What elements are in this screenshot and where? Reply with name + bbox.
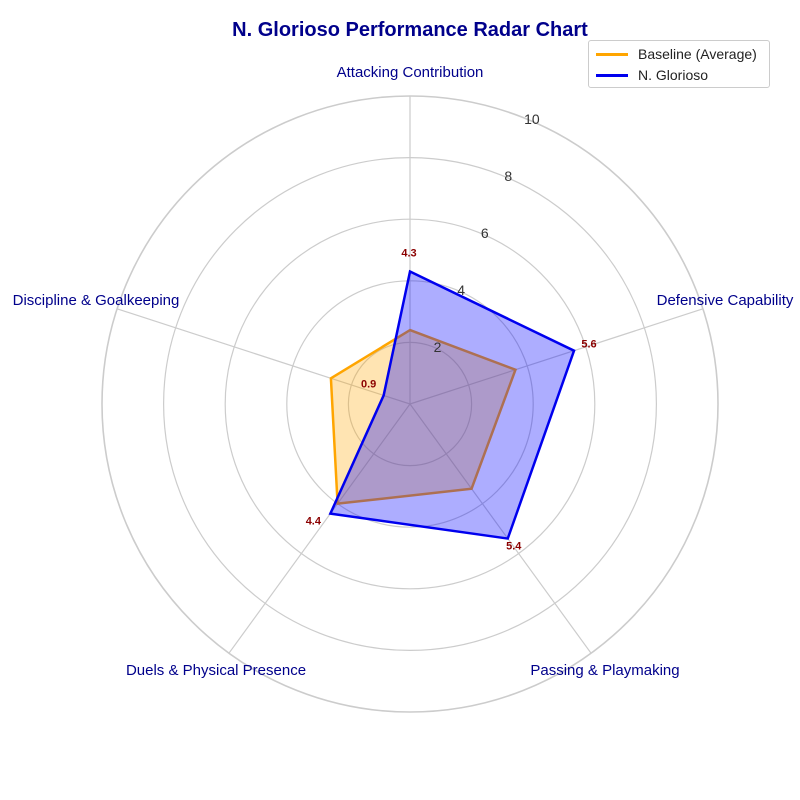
category-label-2: Passing & Playmaking [530, 662, 679, 679]
legend-swatch-baseline [596, 52, 628, 56]
category-label-4: Discipline & Goalkeeping [13, 292, 180, 309]
grid-spoke-1 [409, 308, 704, 405]
series-layer [328, 269, 576, 540]
series-area-1 [330, 271, 575, 539]
radial-tick-label-0: 2 [434, 339, 442, 355]
chart-title: N. Glorioso Performance Radar Chart [232, 19, 588, 41]
grid-spoke-3 [228, 403, 411, 654]
data-label-4: 0.9 [361, 378, 376, 390]
data-label-2: 5.4 [506, 540, 522, 552]
grid-spoke-2 [409, 403, 592, 654]
legend-label-baseline: Baseline (Average) [638, 46, 757, 62]
legend-item-baseline: Baseline (Average) [596, 44, 757, 64]
legend-swatch-glorioso [596, 73, 628, 77]
radial-tick-label-3: 8 [504, 168, 512, 184]
data-label-3: 4.4 [306, 516, 322, 528]
radial-tick-label-1: 4 [457, 282, 465, 298]
series-line-1 [328, 269, 576, 540]
data-label-1: 5.6 [581, 339, 596, 351]
legend-item-glorioso: N. Glorioso [596, 65, 708, 85]
grid-spoke-4 [116, 308, 411, 405]
category-label-0: Attacking Contribution [337, 64, 484, 81]
category-label-1: Defensive Capability [657, 292, 794, 309]
legend: Baseline (Average) N. Glorioso [588, 40, 770, 88]
data-label-0: 4.3 [401, 247, 416, 259]
radial-tick-label-4: 10 [524, 111, 540, 127]
radial-tick-label-2: 6 [481, 225, 489, 241]
labels-layer: 2 4 6 8 10 Attacking Contribution Defensive Ca… [13, 64, 794, 679]
series-area-0 [330, 330, 516, 504]
category-label-3: Duels & Physical Presence [126, 662, 306, 679]
series-line-0 [329, 328, 518, 506]
radar-grid [101, 95, 719, 713]
legend-label-glorioso: N. Glorioso [638, 67, 709, 83]
